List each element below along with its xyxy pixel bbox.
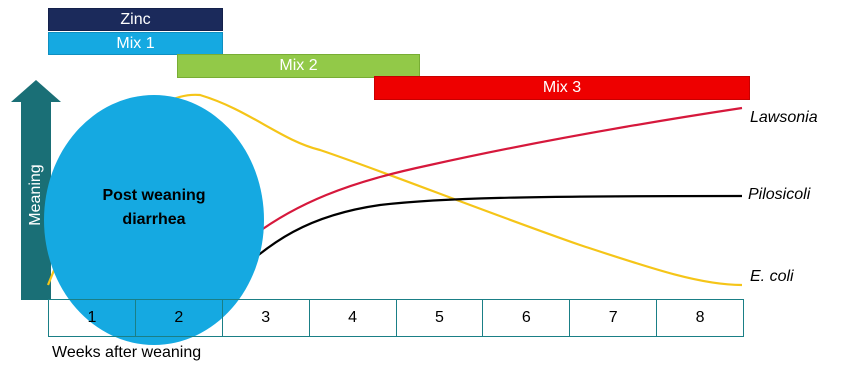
mix3-bar: Mix 3 bbox=[374, 76, 750, 100]
week-cell: 6 bbox=[483, 300, 571, 336]
week-cell: 4 bbox=[310, 300, 397, 336]
lawsonia-curve bbox=[229, 106, 743, 256]
zinc-bar: Zinc bbox=[48, 8, 223, 31]
week-cell: 1 bbox=[49, 300, 136, 336]
post-weaning-line-1: Post weaning bbox=[102, 187, 206, 204]
week-cell: 8 bbox=[695, 309, 705, 326]
week-cell: 3 bbox=[223, 300, 310, 336]
pilosicoli-curve bbox=[224, 194, 743, 286]
week-cell: 5 bbox=[397, 300, 484, 336]
mix1-bar: Mix 1 bbox=[48, 32, 223, 55]
ecoli-label: E. coli bbox=[750, 268, 794, 285]
week-cell: 2 bbox=[136, 300, 223, 336]
post-weaning-ellipse bbox=[44, 95, 264, 345]
mix2-bar: Mix 2 bbox=[177, 54, 420, 78]
lawsonia-label: Lawsonia bbox=[750, 109, 818, 126]
weeks-axis-label: Weeks after weaning bbox=[52, 344, 202, 361]
post-weaning-line-2: diarrhea bbox=[122, 211, 186, 228]
week-cell: 7 bbox=[570, 300, 658, 336]
pilosicoli-label: Pilosicoli bbox=[748, 186, 811, 203]
weeks-table: 1 2 3 4 5 6 7 8 bbox=[48, 299, 744, 337]
post-weaning-label: Post weaning diarrhea bbox=[54, 184, 254, 232]
